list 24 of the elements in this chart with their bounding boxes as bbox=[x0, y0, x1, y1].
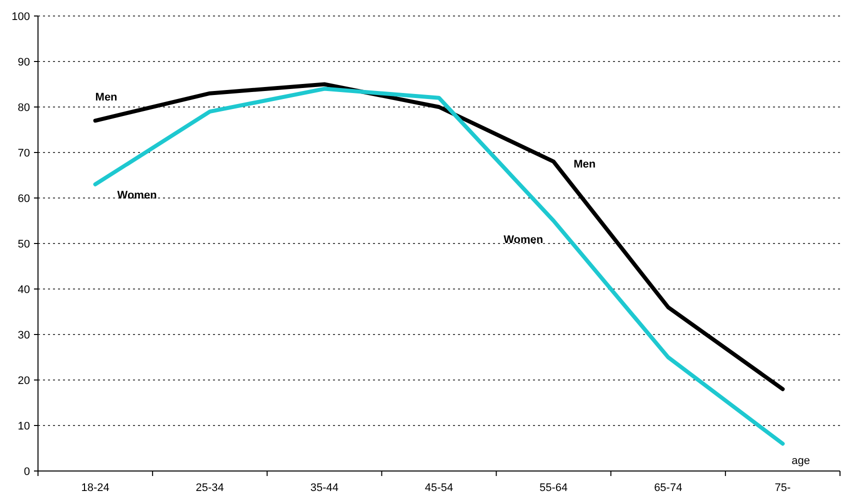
y-tick-label: 0 bbox=[24, 466, 30, 478]
x-tick-label: 18-24 bbox=[81, 482, 110, 493]
y-tick-label: 20 bbox=[18, 375, 30, 387]
y-tick-label: 50 bbox=[18, 238, 30, 250]
series-label: Men bbox=[574, 158, 596, 171]
y-tick-label: 100 bbox=[12, 11, 30, 23]
x-tick-label: 35-44 bbox=[310, 482, 338, 493]
x-tick-label: 65-74 bbox=[654, 482, 682, 493]
text: Women bbox=[504, 234, 544, 246]
x-axis-title: age bbox=[792, 455, 810, 467]
series-label: Women bbox=[117, 189, 158, 202]
y-tick-label: 90 bbox=[18, 56, 30, 68]
y-tick-label: 80 bbox=[18, 102, 30, 114]
x-tick-label: 75- bbox=[774, 482, 791, 493]
x-tick-label: 55-64 bbox=[540, 482, 568, 493]
x-tick-label: 25-34 bbox=[196, 482, 224, 493]
y-tick-label: 70 bbox=[18, 148, 30, 160]
x-tick-label: 45-54 bbox=[424, 482, 454, 493]
line-series bbox=[93, 86, 785, 446]
y-tick-label: 30 bbox=[18, 330, 30, 342]
y-tick-label: 10 bbox=[18, 420, 30, 432]
text: Men bbox=[95, 92, 118, 104]
y-tick-label: 40 bbox=[18, 284, 30, 296]
y-tick-label: 60 bbox=[18, 193, 30, 205]
